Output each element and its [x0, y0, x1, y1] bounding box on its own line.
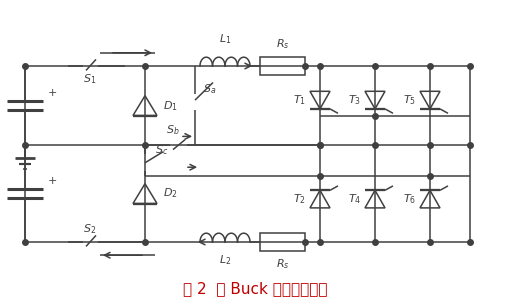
Text: $S_a$: $S_a$: [203, 82, 216, 96]
Text: $S_1$: $S_1$: [83, 72, 97, 86]
Bar: [260, 57, 305, 75]
Polygon shape: [133, 96, 157, 116]
Text: $L_1$: $L_1$: [219, 32, 231, 46]
Bar: [260, 233, 305, 251]
Text: $D_1$: $D_1$: [163, 99, 178, 112]
Text: $D_2$: $D_2$: [163, 187, 178, 201]
Polygon shape: [365, 190, 385, 208]
Text: 图 2  双 Buck 型换流器拓扑: 图 2 双 Buck 型换流器拓扑: [183, 281, 327, 296]
Text: $S_2$: $S_2$: [83, 222, 97, 236]
Text: $T_3$: $T_3$: [348, 93, 361, 107]
Text: $R_s$: $R_s$: [276, 257, 289, 271]
Text: $R_s$: $R_s$: [276, 37, 289, 51]
Text: $S_c$: $S_c$: [155, 143, 168, 156]
Text: $S_b$: $S_b$: [166, 123, 180, 137]
Text: $T_6$: $T_6$: [403, 192, 416, 206]
Polygon shape: [310, 190, 330, 208]
Text: $T_4$: $T_4$: [348, 192, 361, 206]
Text: $L_2$: $L_2$: [219, 253, 231, 267]
Polygon shape: [420, 91, 440, 109]
Text: $+$: $+$: [47, 175, 57, 186]
Text: $+$: $+$: [47, 87, 57, 98]
Polygon shape: [365, 91, 385, 109]
Text: $T_5$: $T_5$: [403, 93, 416, 107]
Polygon shape: [310, 91, 330, 109]
Polygon shape: [133, 184, 157, 204]
Text: $T_2$: $T_2$: [293, 192, 306, 206]
Text: $T_1$: $T_1$: [293, 93, 306, 107]
Polygon shape: [420, 190, 440, 208]
